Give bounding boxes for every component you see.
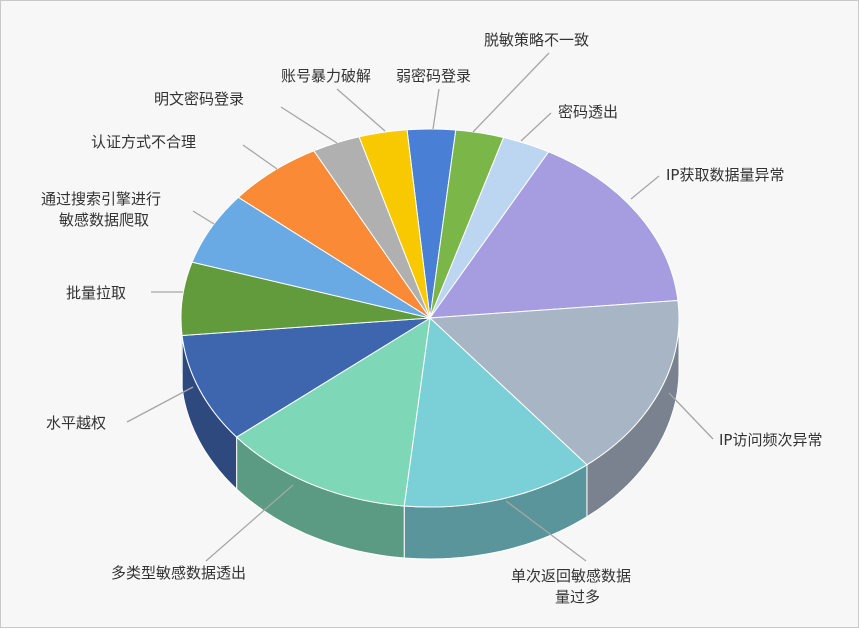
pie-slice[interactable] [358,129,431,319]
slice-label: 弱密码登录 [396,67,471,85]
pie-slice[interactable] [235,317,431,507]
slice-label: 批量拉取 [66,284,126,302]
slice-label: 脱敏策略不一致 [484,31,589,49]
slice-label: 账号暴力破解 [281,67,371,85]
slice-label: 通过搜索引擎进行 [41,190,161,208]
leader-line [630,175,660,200]
leader-line [505,500,587,562]
leader-line [668,392,714,440]
leader-line [242,144,278,170]
leader-line [472,52,550,133]
pie-slice[interactable] [428,151,679,319]
leader-line [205,484,294,562]
leader-line [192,210,215,225]
leader-line [432,88,440,130]
slice-label: 水平越权 [46,414,106,432]
slice-label: 单次返回敏感数据 [511,567,631,585]
slice-label: 量过多 [555,588,600,606]
slice-label: 多类型敏感数据透出 [111,564,246,582]
slice-label: 敏感数据爬取 [59,211,149,229]
leader-line [126,386,194,423]
slice-label: 认证方式不合理 [91,133,196,151]
pie-slice[interactable] [428,299,680,466]
leader-line [520,112,552,142]
slice-label: 明文密码登录 [154,90,244,108]
pie-slice[interactable] [181,317,431,438]
slice-label: IP获取数据量异常 [666,166,784,184]
pie-slice[interactable] [403,316,588,508]
leader-line [336,88,386,132]
slice-label: IP访问频次异常 [719,431,822,449]
leader-line [280,106,338,144]
slice-label: 密码透出 [558,103,618,121]
